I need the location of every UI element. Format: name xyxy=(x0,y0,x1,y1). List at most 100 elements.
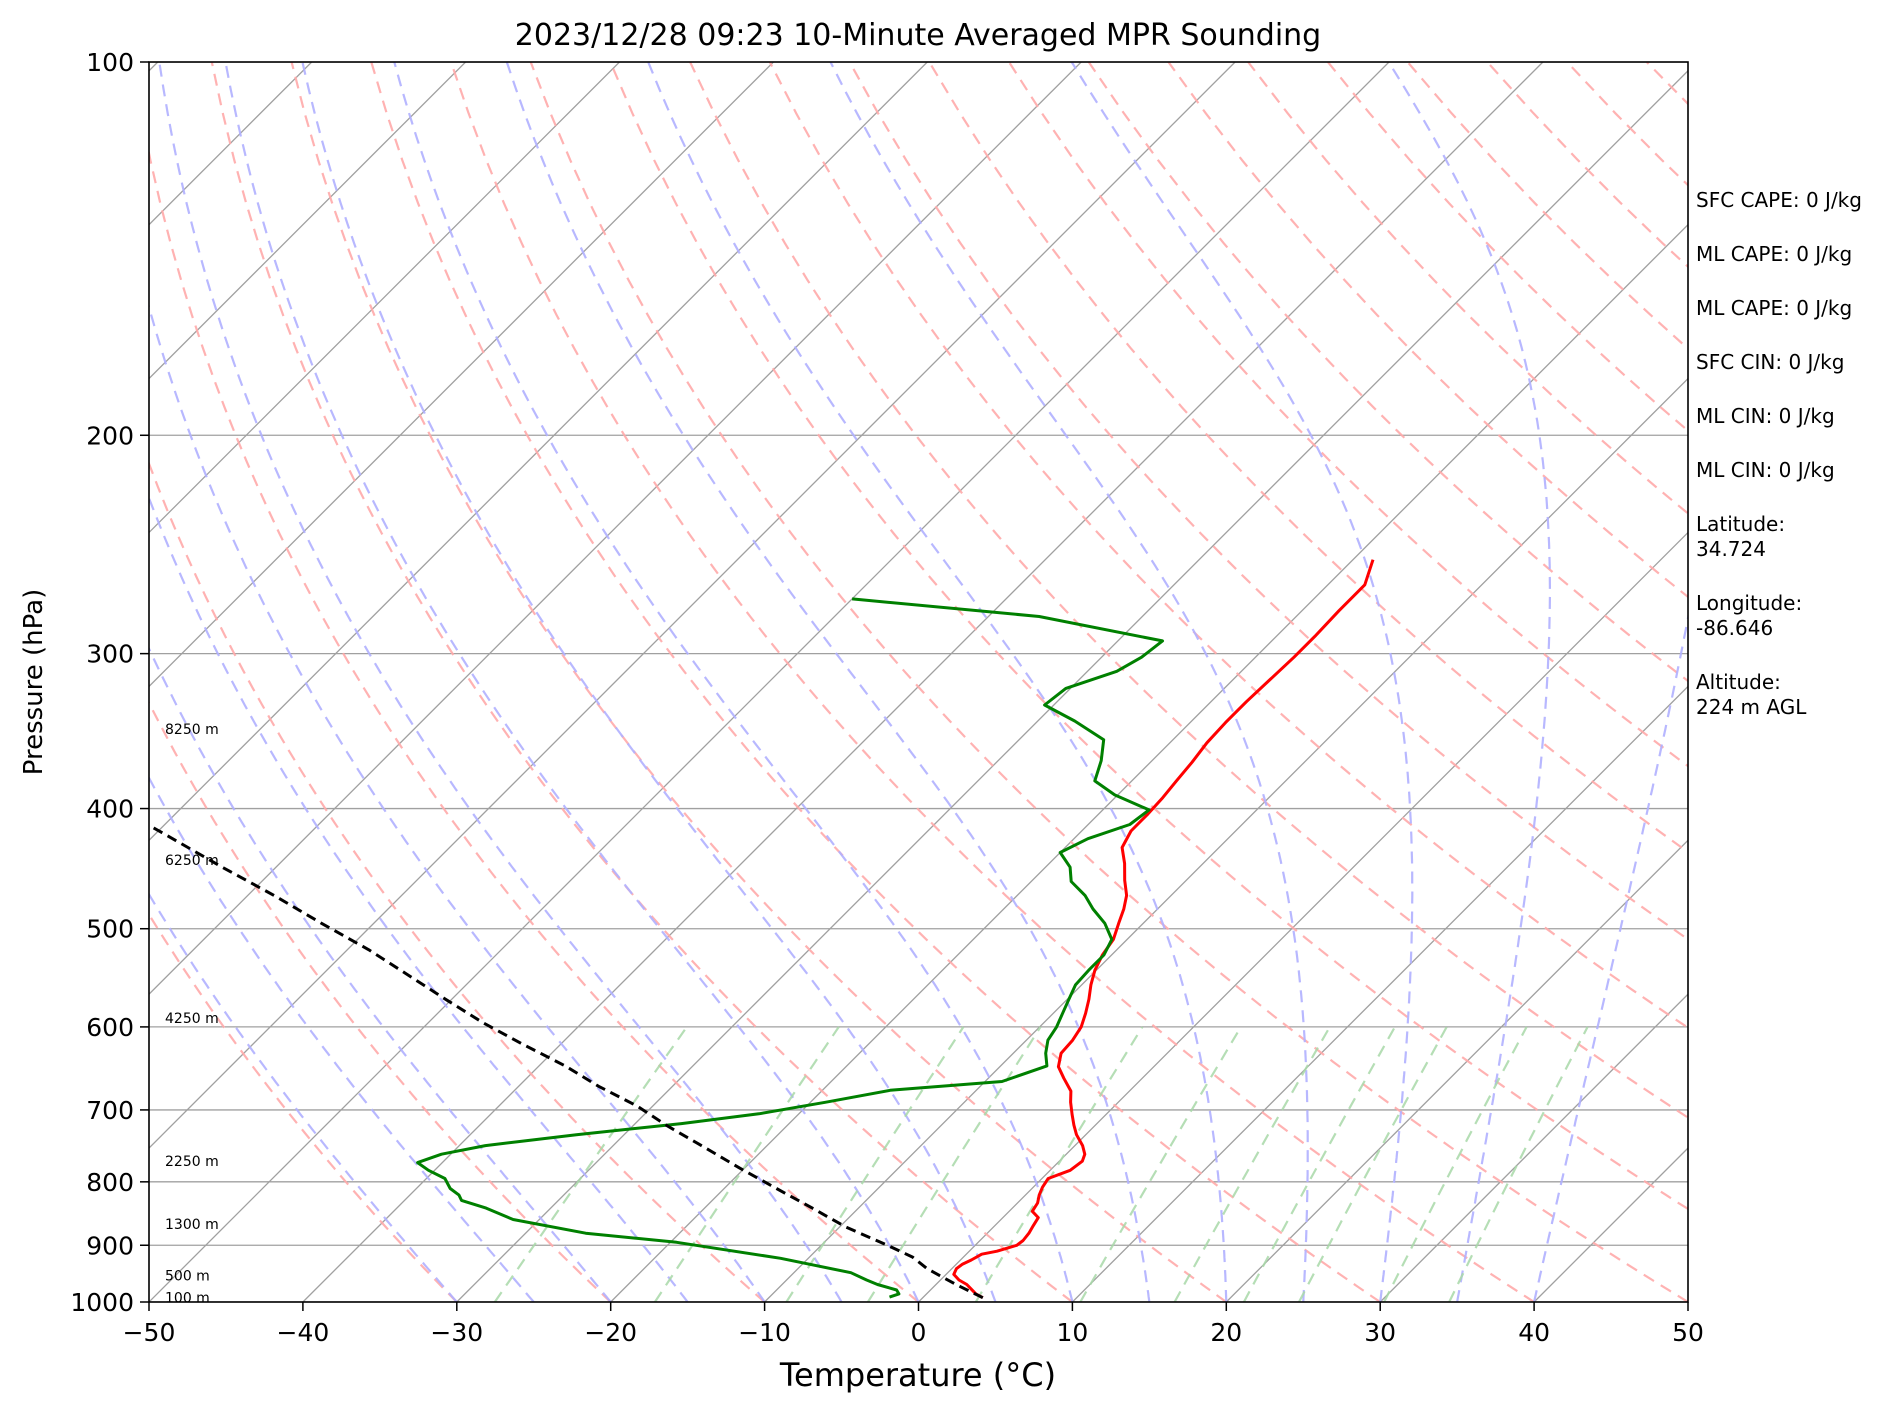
isotherm-line xyxy=(610,223,1688,1302)
longitude-stat: Longitude: -86.646 xyxy=(1696,591,1886,670)
longitude-value: -86.646 xyxy=(1696,616,1774,640)
ml-cape-stat: ML CAPE: 0 J/kg xyxy=(1696,242,1886,296)
mixing-ratio-line xyxy=(1173,1026,1331,1302)
height-label: 6250 m xyxy=(165,853,219,869)
mixing-ratio-line xyxy=(1383,1026,1528,1302)
moist-adiabat-line xyxy=(149,495,689,1302)
dry-adiabat-line xyxy=(529,62,1688,1302)
isotherm-line xyxy=(918,531,1688,1302)
ml-cin-text-2: ML CIN: 0 J/kg xyxy=(1696,458,1835,482)
ml-cape-text: ML CAPE: 0 J/kg xyxy=(1696,242,1853,266)
x-tick-label: −10 xyxy=(738,1318,791,1347)
height-label: 4250 m xyxy=(165,1011,219,1027)
dry-adiabat-line xyxy=(149,912,458,1302)
mixing-ratio-line xyxy=(1242,1026,1396,1302)
ml-cin-stat-2: ML CIN: 0 J/kg xyxy=(1696,458,1886,512)
dry-adiabat-line xyxy=(1167,62,1688,599)
x-tick-label: 40 xyxy=(1518,1318,1550,1347)
sfc-cin-text: SFC CIN: 0 J/kg xyxy=(1696,350,1845,374)
height-label: 8250 m xyxy=(165,722,219,738)
moist-adiabat-line xyxy=(224,62,920,1302)
longitude-label: Longitude: xyxy=(1696,591,1803,615)
dry-adiabat-line xyxy=(1886,62,1893,1302)
y-tick-label: 500 xyxy=(86,915,134,944)
isotherm-line xyxy=(0,62,4,1302)
plot-frame xyxy=(148,61,1689,1303)
mixing-ratio-line xyxy=(1079,1026,1242,1302)
x-tick-label: 0 xyxy=(911,1318,927,1347)
y-tick-label: 400 xyxy=(86,795,134,824)
moist-adiabat-line xyxy=(149,892,458,1302)
dry-adiabat-line xyxy=(290,62,1227,1302)
y-axis-label: Pressure (hPa) xyxy=(19,589,49,776)
dry-adiabat-line xyxy=(928,62,1688,854)
y-tick-label: 300 xyxy=(86,640,134,669)
isotherm-line xyxy=(149,62,1082,996)
height-label: 500 m xyxy=(165,1269,210,1285)
dry-adiabat-line xyxy=(689,62,1688,1119)
altitude-label: Altitude: xyxy=(1696,670,1781,694)
mixing-ratio-line xyxy=(1298,1026,1448,1302)
dry-adiabat-line xyxy=(449,62,1535,1302)
moist-adiabat-line xyxy=(829,62,1309,1302)
series-layer xyxy=(149,559,1375,1300)
dry-adiabat-line xyxy=(768,62,1688,1030)
height-labels: 8250 m 6250 m 4250 m 2250 m 1300 m 500 m 100 m xyxy=(165,722,219,1307)
y-tick-label: 700 xyxy=(86,1096,134,1125)
isotherm-line xyxy=(302,62,1544,1302)
dry-adiabat-line xyxy=(370,62,1381,1302)
x-axis-label: Temperature (°C) xyxy=(779,1356,1056,1394)
x-tick-label: −40 xyxy=(277,1318,330,1347)
moist-adiabat-line xyxy=(1387,62,1551,1302)
dry-adiabat-line xyxy=(1008,62,1688,768)
x-tick-label: 50 xyxy=(1672,1318,1704,1347)
altitude-value: 224 m AGL xyxy=(1696,695,1807,719)
dry-adiabat-line xyxy=(1087,62,1688,683)
x-tick-label: 10 xyxy=(1056,1318,1088,1347)
isotherm-line xyxy=(149,62,620,534)
y-tick-label: 600 xyxy=(86,1013,134,1042)
isotherm-line xyxy=(456,69,1688,1302)
moist-adiabat-line xyxy=(393,62,1074,1302)
isotherm-line xyxy=(149,62,1390,1302)
mixing-ratio-line xyxy=(493,1026,688,1302)
x-tick-label: −30 xyxy=(430,1318,483,1347)
temperature-line xyxy=(952,559,1375,1300)
height-label: 2250 m xyxy=(165,1154,219,1170)
isotherm-line xyxy=(764,377,1688,1302)
dry-adiabat-line xyxy=(210,62,1074,1302)
x-tick-label: 20 xyxy=(1210,1318,1242,1347)
latitude-stat: Latitude: 34.724 xyxy=(1696,512,1886,591)
ml-cape-text-2: ML CAPE: 0 J/kg xyxy=(1696,296,1853,320)
x-tick-label: −50 xyxy=(123,1318,176,1347)
height-label: 1300 m xyxy=(165,1217,219,1233)
mixing-ratio-line xyxy=(1448,1026,1589,1302)
ml-cin-text: ML CIN: 0 J/kg xyxy=(1696,404,1835,428)
y-tick-label: 200 xyxy=(86,421,134,450)
height-label: 100 m xyxy=(165,1291,210,1307)
mixing-ratio-line xyxy=(866,1026,1042,1302)
chart-title: 2023/12/28 09:23 10-Minute Averaged MPR … xyxy=(515,18,1321,53)
isotherm-line xyxy=(149,62,928,842)
moist-adiabat-line xyxy=(158,62,843,1302)
sfc-cin-stat: SFC CIN: 0 J/kg xyxy=(1696,350,1886,404)
mixing-ratio-line xyxy=(653,1026,840,1302)
sfc-cape-stat: SFC CAPE: 0 J/kg xyxy=(1696,188,1886,242)
isotherm-line xyxy=(149,62,774,688)
axis-ticks: −50 −40 −30 −20 −10 0 10 20 30 40 50 100 200 300 400 50… xyxy=(70,48,1704,1347)
moist-adiabat-line xyxy=(149,302,766,1302)
x-tick-label: −20 xyxy=(584,1318,637,1347)
moist-adiabat-line xyxy=(301,62,997,1302)
parcel-path-line xyxy=(149,823,984,1300)
y-tick-label: 800 xyxy=(86,1168,134,1197)
background-grid xyxy=(0,62,1893,1302)
moist-adiabat-line xyxy=(647,62,1228,1302)
y-tick-label: 100 xyxy=(86,48,134,77)
dry-adiabat-line xyxy=(149,460,766,1302)
latitude-value: 34.724 xyxy=(1696,537,1766,561)
y-tick-label: 900 xyxy=(86,1231,134,1260)
dry-adiabat-line xyxy=(609,62,1688,1211)
dry-adiabat-line xyxy=(149,147,920,1302)
sounding-stats-panel: SFC CAPE: 0 J/kg ML CAPE: 0 J/kg ML CAPE… xyxy=(1696,188,1886,749)
